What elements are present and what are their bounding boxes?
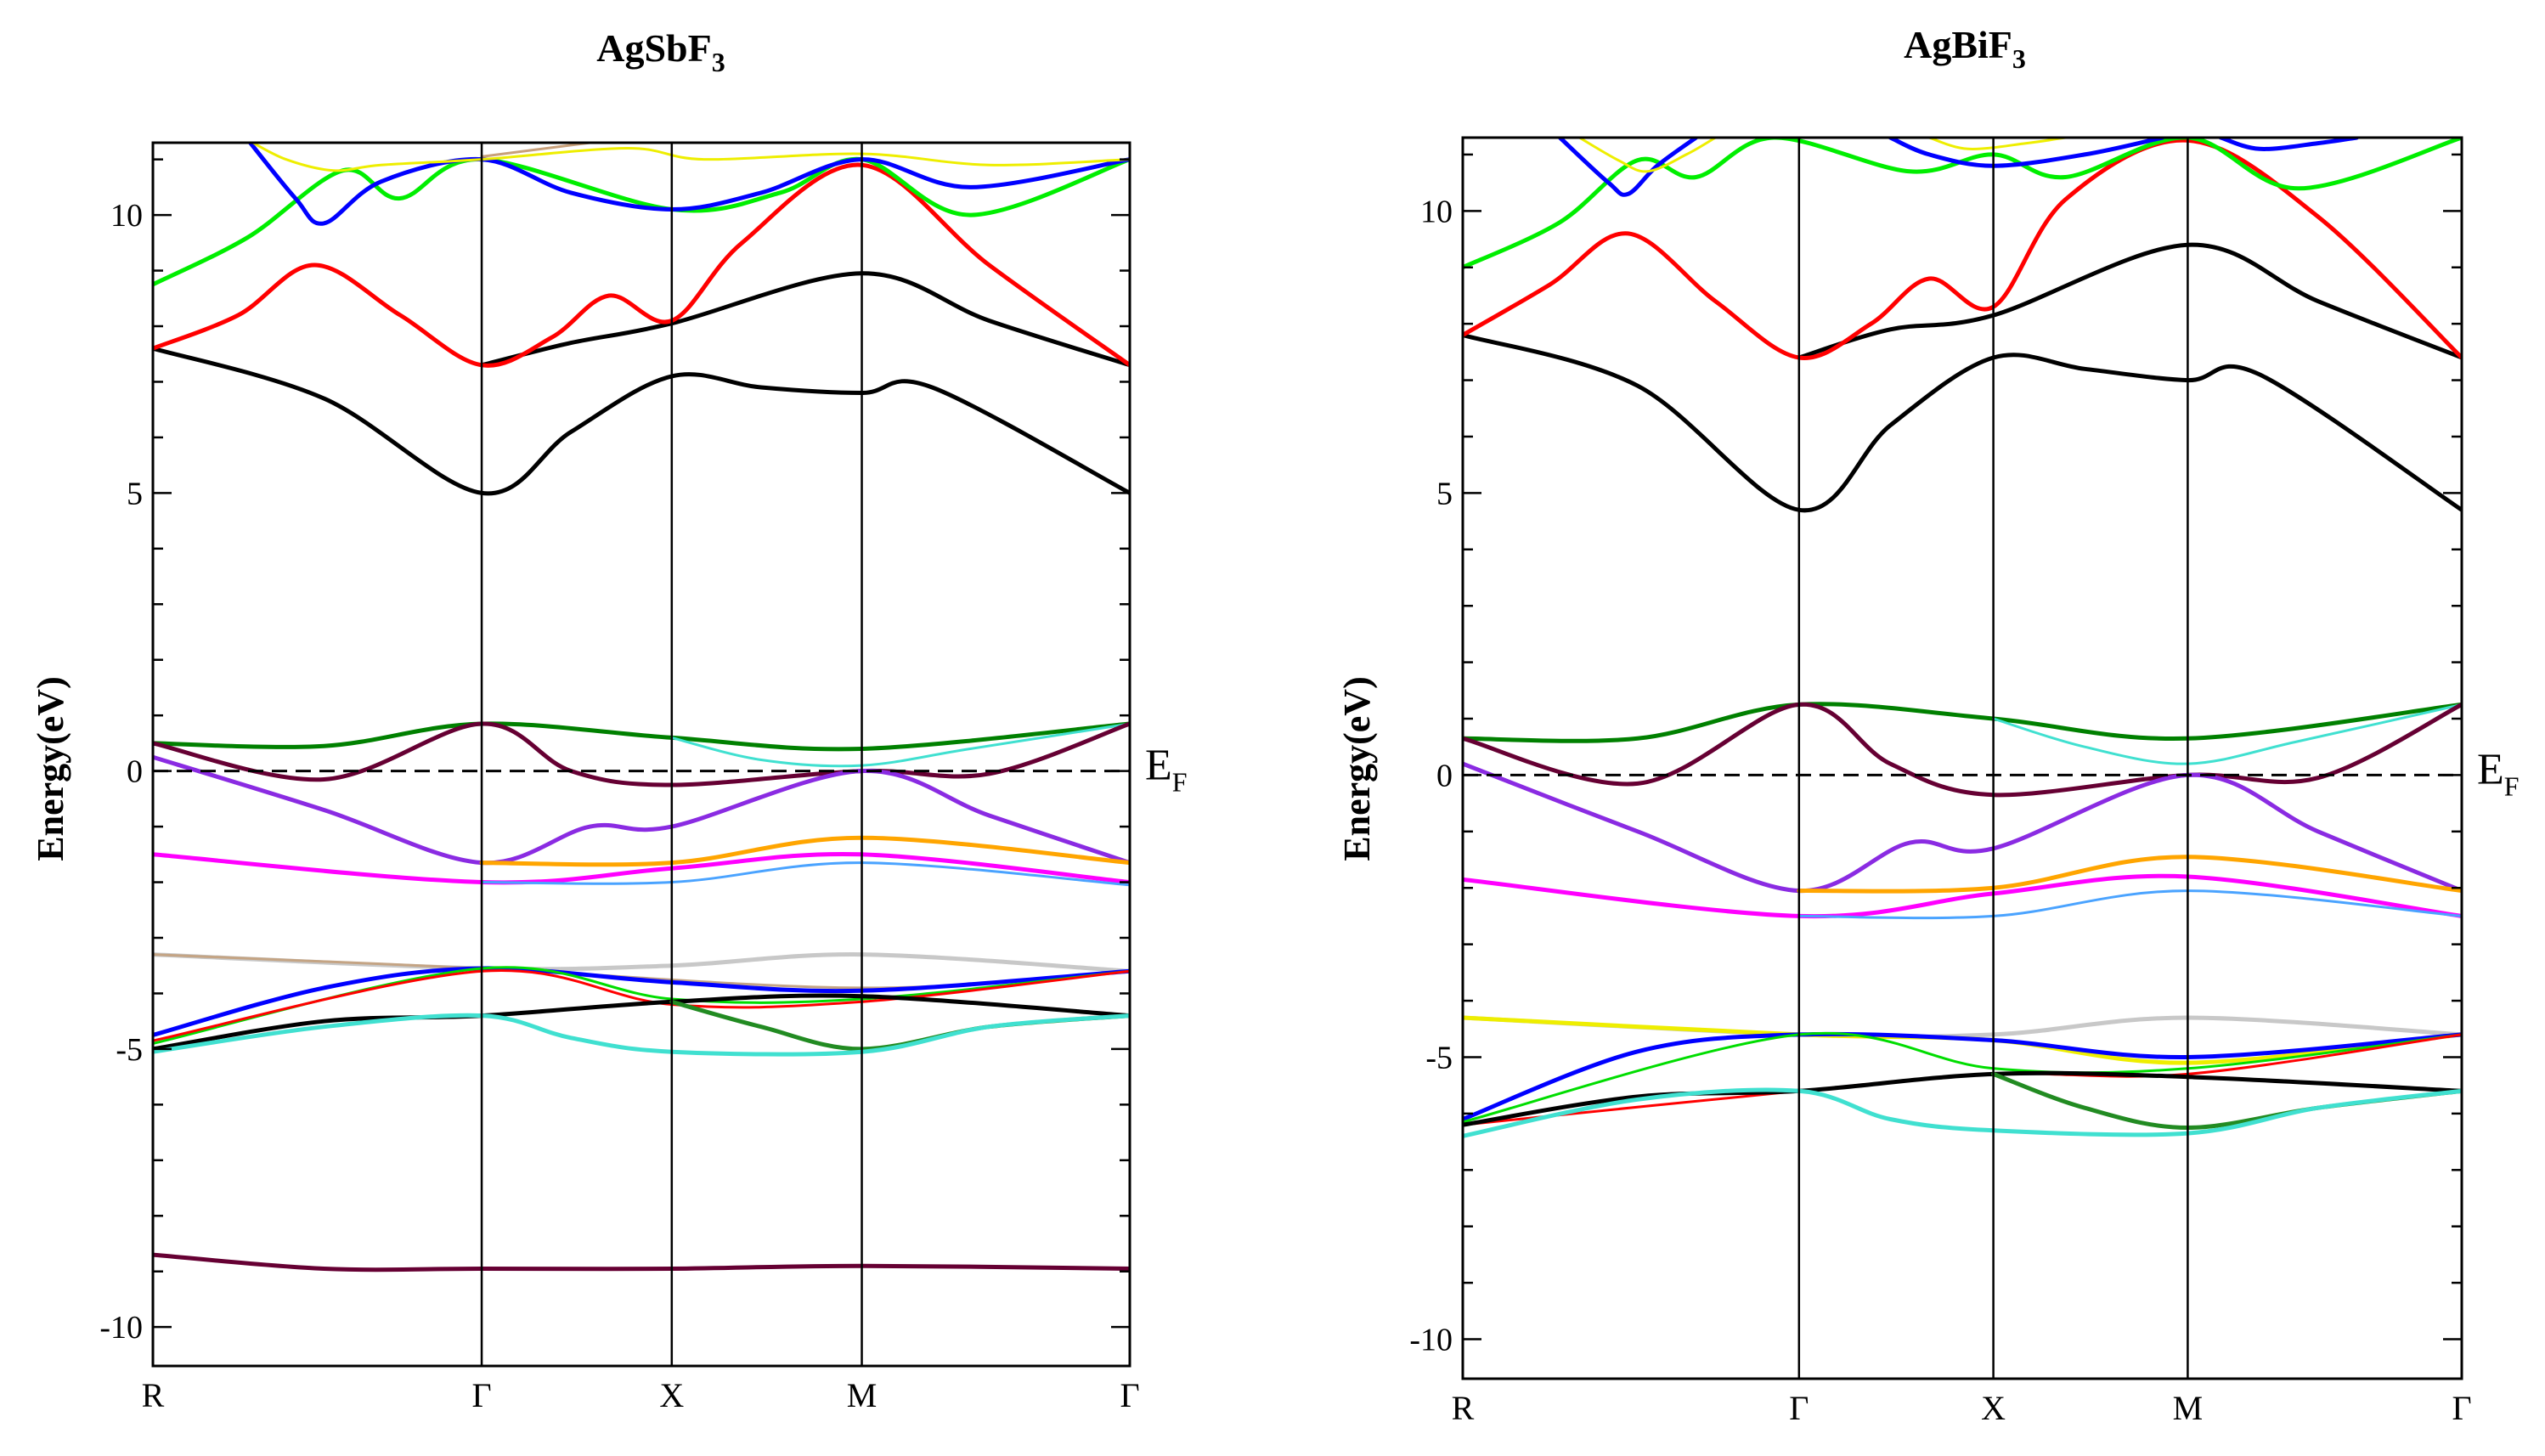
y-ticks: 10 5 0 -5 -10: [99, 158, 1130, 1346]
band-val-orange: [1797, 855, 2462, 894]
band-cond-yellow-2: [1927, 138, 2067, 150]
band-cond-green: [1463, 138, 2462, 270]
band-val-cyan: [1992, 703, 2462, 765]
fermi-label: EF: [1145, 742, 1188, 798]
band-val-violet: [153, 754, 1130, 866]
band-low-grey: [153, 952, 1130, 973]
band-val-darkgreen: [153, 721, 1130, 752]
band-cond-red: [1463, 138, 2462, 360]
band-val-violet: [1463, 761, 2462, 894]
band-low-black: [1463, 1070, 2462, 1127]
band-low-black: [153, 993, 1130, 1052]
band-cond-red: [153, 162, 1130, 368]
band-cond-yellow: [250, 143, 1130, 172]
k-label: Γ: [1120, 1376, 1139, 1414]
band-val-maroon: [1463, 702, 2462, 798]
tick-label: -10: [1409, 1323, 1453, 1358]
band-val-lightblue: [480, 861, 1130, 887]
panel-title: AgSbF3: [596, 26, 725, 77]
band-low-cyan: [153, 1013, 1130, 1057]
band-val-magenta: [1463, 873, 2462, 919]
plot-frame: [1461, 136, 2463, 1380]
band-deep-maroon: [153, 1252, 1130, 1273]
band-val-magenta: [153, 851, 1130, 885]
high-symmetry-lines: [480, 143, 863, 1366]
plot-frame: [151, 141, 1131, 1368]
agbif3-panel: AgBiF3 Energy(eV) 10 5 0 -5 -10 R Γ X M Γ EF: [1336, 23, 2520, 1427]
band-cond-blue-3: [2218, 138, 2359, 151]
band-cond-black-2: [1797, 242, 2462, 360]
k-label: X: [1981, 1389, 2006, 1427]
band-low-cyan: [1463, 1087, 2462, 1138]
tick-label: 10: [1420, 194, 1453, 229]
y-ticks: 10 5 0 -5 -10: [1409, 153, 2462, 1358]
band-cond-yellow: [1577, 138, 1717, 173]
band-cond-black-1: [153, 346, 1130, 496]
band-cond-blue-2: [1888, 138, 2165, 168]
band-low-blue: [153, 966, 1130, 1037]
fermi-label: EF: [2477, 745, 2520, 801]
band-cond-black-2: [479, 271, 1130, 368]
panel-title: AgBiF3: [1904, 23, 2026, 74]
band-lines: [1463, 138, 2462, 1138]
band-cond-blue: [1557, 138, 1699, 197]
y-axis-label: Energy(eV): [1336, 676, 1378, 861]
tick-label: -5: [116, 1032, 143, 1068]
k-label: R: [142, 1376, 165, 1414]
high-symmetry-lines: [1797, 138, 2189, 1379]
band-cond-blue: [247, 143, 1130, 226]
tick-label: 0: [1436, 758, 1453, 793]
k-label: X: [659, 1376, 684, 1414]
k-label: Γ: [2452, 1389, 2471, 1427]
band-low-darkgreen: [1991, 1071, 2462, 1130]
tick-label: 5: [127, 476, 143, 511]
tick-label: 0: [127, 754, 143, 790]
band-lines: [153, 143, 1130, 1273]
k-label: Γ: [1789, 1389, 1809, 1427]
band-val-cyan: [670, 722, 1130, 768]
y-axis-label: Energy(eV): [30, 676, 71, 861]
k-label: M: [2173, 1389, 2204, 1427]
tick-label: 10: [110, 198, 143, 234]
band-low-blue: [1463, 1031, 2462, 1121]
band-cond-green: [153, 156, 1130, 287]
k-label: R: [1452, 1389, 1475, 1427]
band-cond-black-1: [1463, 332, 2462, 513]
tick-label: 5: [1436, 476, 1453, 511]
band-val-orange: [479, 835, 1130, 867]
band-val-maroon: [153, 721, 1130, 787]
tick-label: -5: [1425, 1040, 1453, 1075]
agsbf3-panel: AgSbF3 Energy(eV) 10 5 0 -5 -10 R Γ X M Γ EF: [30, 26, 1188, 1414]
band-val-lightblue: [1797, 889, 2462, 920]
k-label: Γ: [471, 1376, 491, 1414]
band-val-darkgreen: [1463, 702, 2462, 743]
tick-label: -10: [99, 1310, 143, 1346]
k-label: M: [847, 1376, 877, 1414]
